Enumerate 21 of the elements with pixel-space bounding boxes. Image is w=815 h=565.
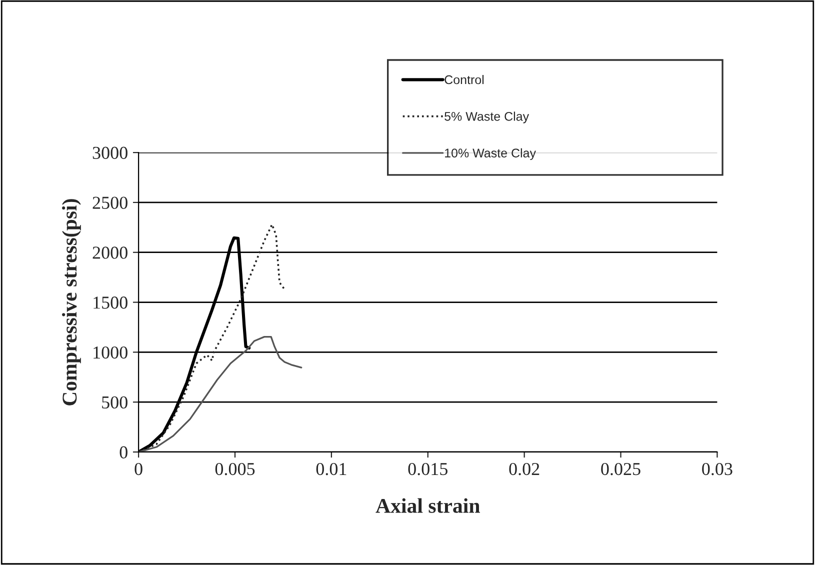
y-axis-title: Compressive stress(psi) bbox=[62, 199, 81, 406]
y-tick-label: 3000 bbox=[92, 146, 128, 159]
x-tick-label: 0.03 bbox=[702, 462, 732, 476]
x-tick-label: 0.01 bbox=[316, 462, 346, 476]
y-tick-label: 2500 bbox=[92, 196, 128, 209]
legend-label: Control bbox=[444, 74, 484, 84]
y-tick-label: 1000 bbox=[94, 346, 128, 359]
legend-label: 5% Waste Clay bbox=[444, 112, 530, 124]
y-tick-label: 2000 bbox=[92, 246, 128, 259]
y-tick-label: 1500 bbox=[94, 296, 128, 309]
line-series bbox=[138, 336, 302, 452]
legend-label: 10% Waste Clay bbox=[445, 148, 536, 160]
x-tick-label: 0.025 bbox=[601, 462, 640, 476]
line-series bbox=[138, 224, 286, 452]
x-tick-label: 0.005 bbox=[215, 462, 255, 476]
x-axis-title: Axial strain bbox=[376, 498, 480, 513]
y-tick-label: 0 bbox=[120, 446, 128, 458]
x-tick-label: 0.015 bbox=[408, 462, 448, 476]
y-tick-label: 500 bbox=[102, 396, 128, 409]
x-tick-label: 0 bbox=[134, 462, 142, 476]
x-tick-label: 0.02 bbox=[509, 462, 540, 476]
